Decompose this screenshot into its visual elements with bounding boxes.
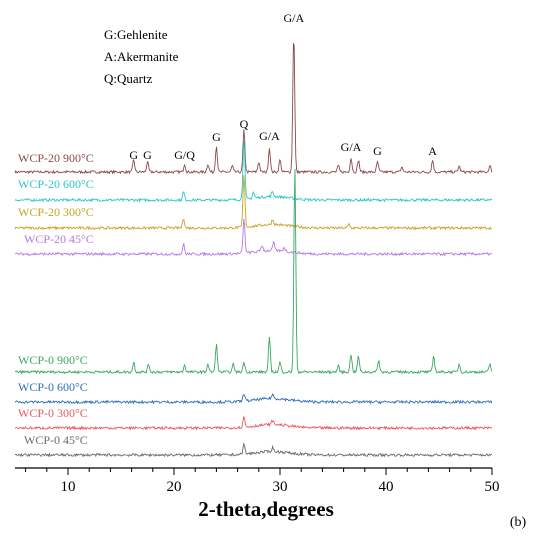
x-axis: 10 20 30 40 50 (15, 467, 500, 495)
series-line (15, 442, 493, 458)
peak-label: G/A (259, 129, 280, 143)
peak-label: Q (240, 117, 249, 131)
series-label: WCP-20 600°C (18, 177, 94, 191)
series-traces (14, 43, 493, 458)
series-line (14, 393, 493, 405)
legend-entry: G:Gehlenite (104, 27, 168, 42)
peak-label: G/A (283, 11, 304, 25)
series-line (14, 168, 493, 375)
peak-label: G/A (341, 140, 362, 154)
legend: G:Gehlenite A:Akermanite Q:Quartz (104, 27, 179, 86)
legend-entry: A:Akermanite (104, 49, 179, 64)
peak-label: G (143, 148, 152, 162)
x-tick-label: 20 (167, 479, 182, 495)
series-line (14, 43, 493, 175)
x-tick-label: 40 (379, 479, 394, 495)
series-label: WCP-0 300°C (18, 406, 88, 420)
series-line (14, 174, 493, 231)
peak-label: G (129, 148, 138, 162)
legend-entry: Q:Quartz (104, 71, 153, 86)
panel-label: (b) (510, 515, 527, 530)
x-axis-label: 2-theta,degrees (198, 497, 334, 521)
series-line (14, 141, 493, 203)
series-label: WCP-0 900°C (18, 353, 88, 367)
x-tick-label: 10 (61, 479, 76, 495)
series-label: WCP-0 45°C (24, 433, 88, 447)
series-line (14, 415, 493, 431)
peak-label: G (373, 144, 382, 158)
series-label: WCP-0 600°C (18, 380, 88, 394)
series-label: WCP-20 300°C (18, 205, 94, 219)
series-labels: WCP-20 900°C WCP-20 600°C WCP-20 300°C WCP-… (18, 151, 94, 447)
peak-label: A (428, 144, 437, 158)
peak-label: G/Q (174, 148, 195, 162)
series-label: WCP-20 900°C (18, 151, 94, 165)
series-line (14, 218, 493, 257)
series-label: WCP-20 45°C (24, 232, 94, 246)
x-tick-label: 30 (273, 479, 288, 495)
x-tick-label: 50 (485, 479, 500, 495)
peak-label: G (212, 130, 221, 144)
